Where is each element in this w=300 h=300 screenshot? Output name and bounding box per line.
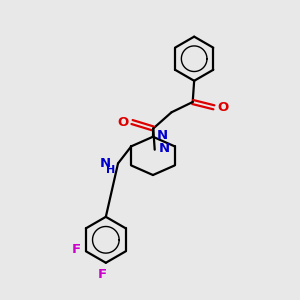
Text: N: N	[157, 129, 168, 142]
Text: F: F	[71, 243, 81, 256]
Text: O: O	[117, 116, 128, 128]
Text: F: F	[98, 268, 107, 281]
Text: N: N	[159, 142, 170, 155]
Text: H: H	[106, 165, 116, 175]
Text: O: O	[218, 101, 229, 114]
Text: N: N	[100, 158, 111, 170]
